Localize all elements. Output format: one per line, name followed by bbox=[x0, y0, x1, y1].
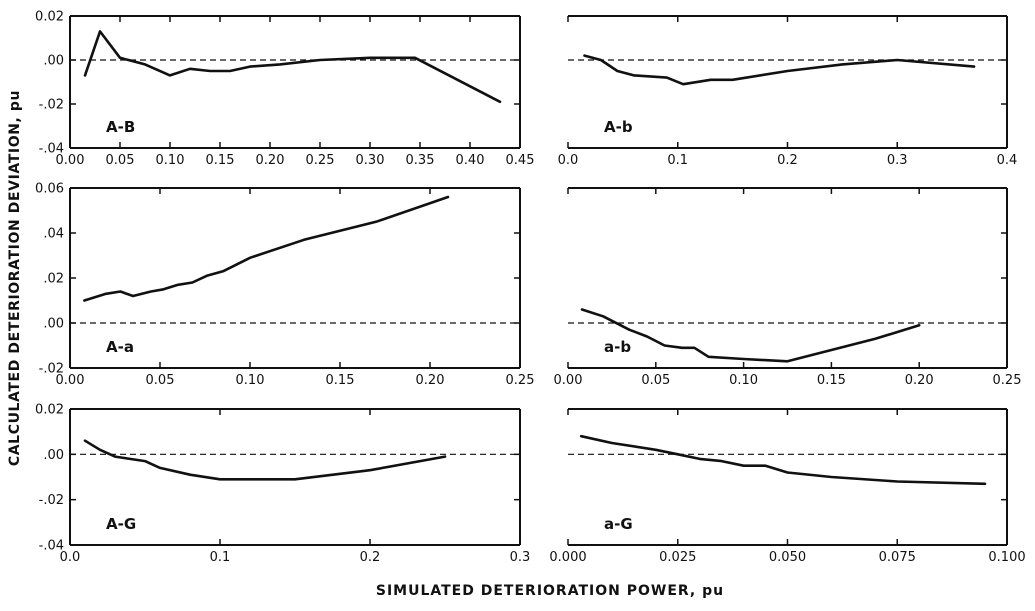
y-tick-label: -.04 bbox=[39, 142, 64, 157]
y-tick-label: .04 bbox=[43, 227, 64, 242]
x-tick-label: 0.05 bbox=[641, 373, 670, 388]
panel-annotation: a-G bbox=[604, 515, 633, 533]
x-tick-label: 0.0 bbox=[558, 153, 579, 168]
x-tick-label: 0.025 bbox=[659, 550, 696, 565]
x-tick-label: 0.15 bbox=[817, 373, 846, 388]
x-tick-label: 0.2 bbox=[360, 550, 381, 565]
panel-annotation: A-b bbox=[604, 118, 633, 136]
x-tick-label: 0.30 bbox=[356, 153, 385, 168]
y-tick-label: -.02 bbox=[39, 493, 64, 508]
series-line bbox=[583, 54, 976, 86]
series-line bbox=[83, 439, 447, 481]
y-tick-label: -.02 bbox=[39, 362, 64, 377]
y-tick-label: 0.02 bbox=[35, 403, 64, 418]
x-tick-label: 0.050 bbox=[769, 550, 806, 565]
x-tick-label: 0.40 bbox=[456, 153, 485, 168]
x-tick-label: 0.00 bbox=[56, 373, 85, 388]
x-tick-label: 0.10 bbox=[236, 373, 265, 388]
panel-annotation: A-B bbox=[106, 118, 135, 136]
x-tick-label: 0.05 bbox=[146, 373, 175, 388]
chart-panel-5: 0.0 0.1 0.2 0.3 0.02 .00 -.02 -.04 A-G bbox=[35, 403, 530, 566]
x-tick-label: 0.15 bbox=[206, 153, 235, 168]
x-axis-label: SIMULATED DETERIORATION POWER, pu bbox=[375, 583, 725, 599]
x-tick-label: 0.20 bbox=[416, 373, 445, 388]
x-tick-label: 0.3 bbox=[887, 153, 908, 168]
y-tick-label: 0.02 bbox=[35, 10, 64, 25]
chart-panel-4: 0.00 0.05 0.10 0.15 0.20 0.25 a-b bbox=[554, 187, 1022, 388]
x-tick-label: 0.25 bbox=[993, 373, 1022, 388]
y-tick-label: 0.06 bbox=[35, 182, 64, 197]
x-tick-label: 0.45 bbox=[506, 153, 535, 168]
x-tick-label: 0.10 bbox=[156, 153, 185, 168]
y-tick-label: .02 bbox=[43, 272, 64, 287]
panel-annotation: A-G bbox=[106, 515, 136, 533]
chart-panel-3: 0.00 0.05 0.10 0.15 0.20 0.25 0.06 .04 .02 .00 -.0… bbox=[35, 182, 534, 389]
series-line bbox=[579, 434, 987, 486]
chart-panel-1: 0.00 0.05 0.10 0.15 0.20 0.25 0.30 0.35 0.40 0.45… bbox=[35, 10, 534, 169]
y-tick-label: .00 bbox=[43, 54, 64, 69]
x-tick-label: 0.3 bbox=[510, 550, 531, 565]
panel-annotation: A-a bbox=[106, 338, 134, 356]
x-tick-label: 0.4 bbox=[997, 153, 1018, 168]
y-tick-label: .00 bbox=[43, 448, 64, 463]
x-tick-label: 0.0 bbox=[60, 550, 81, 565]
y-axis-label: CALCULATED DETERIORATION DEVIATION, pu bbox=[7, 89, 23, 467]
chart-panel-6: 0.000 0.025 0.050 0.075 0.100 a-G bbox=[549, 408, 1026, 565]
series-line bbox=[83, 195, 450, 302]
x-tick-label: 0.100 bbox=[988, 550, 1025, 565]
x-tick-label: 0.1 bbox=[210, 550, 231, 565]
y-tick-label: -.02 bbox=[39, 98, 64, 113]
x-tick-label: 0.1 bbox=[667, 153, 688, 168]
x-tick-label: 0.00 bbox=[56, 153, 85, 168]
x-tick-label: 0.000 bbox=[549, 550, 586, 565]
x-tick-label: 0.10 bbox=[729, 373, 758, 388]
chart-panel-2: 0.0 0.1 0.2 0.3 0.4 A-b bbox=[558, 15, 1018, 168]
x-tick-label: 0.35 bbox=[406, 153, 435, 168]
x-tick-label: 0.00 bbox=[554, 373, 583, 388]
x-tick-label: 0.25 bbox=[306, 153, 335, 168]
x-tick-label: 0.2 bbox=[777, 153, 798, 168]
y-tick-label: .00 bbox=[43, 317, 64, 332]
x-tick-label: 0.20 bbox=[256, 153, 285, 168]
y-tick-label: -.04 bbox=[39, 539, 64, 554]
panel-annotation: a-b bbox=[604, 338, 631, 356]
x-tick-label: 0.15 bbox=[326, 373, 355, 388]
x-tick-label: 0.05 bbox=[106, 153, 135, 168]
series-line bbox=[580, 308, 921, 363]
series-line bbox=[83, 30, 502, 104]
x-tick-label: 0.075 bbox=[879, 550, 916, 565]
x-tick-label: 0.25 bbox=[506, 373, 535, 388]
x-tick-label: 0.20 bbox=[905, 373, 934, 388]
